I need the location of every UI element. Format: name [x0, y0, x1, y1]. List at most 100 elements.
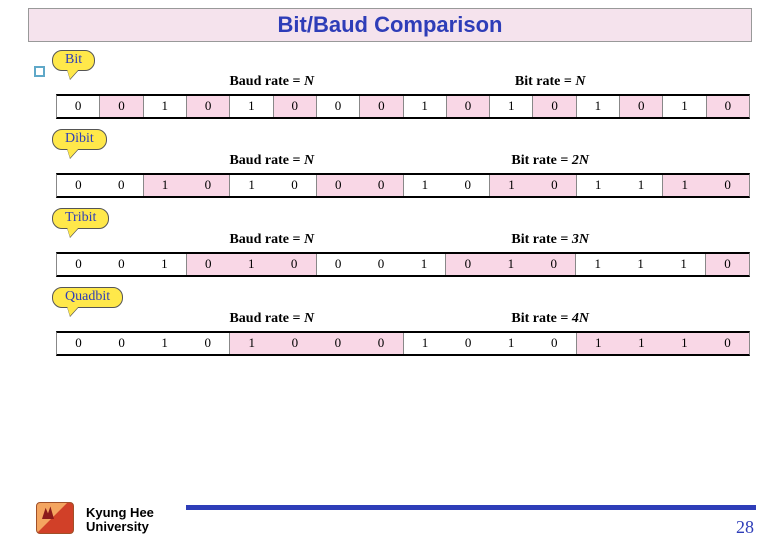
bit-cell: 1 [663, 333, 706, 354]
rates-row: Baud rate = NBit rate = 4N [56, 311, 752, 327]
bit-group: 0 [619, 96, 662, 117]
bit-rate-label: Bit rate = 4N [418, 311, 682, 327]
bit-cell: 0 [359, 333, 402, 354]
bit-rate-label: Bit rate = N [418, 74, 682, 90]
bit-cell: 0 [57, 175, 100, 196]
bit-cell: 0 [273, 175, 316, 196]
bit-cell: 0 [360, 96, 402, 117]
bit-group: 0010 [57, 333, 229, 354]
section-dibit: DibitBaud rate = NBit rate = 2N001010001… [56, 129, 752, 198]
bit-cell: 0 [533, 96, 575, 117]
bit-cell: 0 [100, 254, 143, 275]
bit-cell: 0 [707, 96, 749, 117]
bit-cell: 1 [489, 254, 532, 275]
callout-tail-icon [67, 69, 79, 79]
callout-label: Tribit [52, 208, 109, 229]
bullet-icon [34, 66, 45, 77]
bit-cell: 1 [577, 96, 619, 117]
title-bar: Bit/Baud Comparison [28, 8, 752, 42]
bit-group: 111 [575, 254, 705, 275]
bit-cell: 1 [620, 333, 663, 354]
section-tribit: TribitBaud rate = NBit rate = 3N00101000… [56, 208, 752, 277]
bit-group: 0 [705, 254, 749, 275]
bit-cell: 1 [576, 254, 619, 275]
bit-group: 010 [445, 254, 575, 275]
bit-cell: 1 [230, 254, 273, 275]
bit-cell: 0 [446, 254, 489, 275]
bit-table: 0010100010101110 [56, 252, 750, 277]
bit-cell: 1 [230, 96, 272, 117]
bit-cell: 0 [706, 175, 749, 196]
bit-cell: 0 [317, 175, 360, 196]
page-title: Bit/Baud Comparison [278, 12, 503, 37]
bit-cell: 1 [577, 333, 620, 354]
bit-group: 1010 [403, 333, 576, 354]
baud-rate-label: Baud rate = N [126, 311, 418, 327]
bit-cell: 0 [706, 333, 749, 354]
bit-cell: 0 [533, 333, 576, 354]
bit-cell: 0 [316, 333, 359, 354]
bit-cell: 1 [144, 96, 186, 117]
bit-cell: 1 [404, 96, 446, 117]
rates-row: Baud rate = NBit rate = 3N [56, 232, 752, 248]
bit-cell: 0 [532, 254, 575, 275]
bit-group: 10 [489, 175, 576, 196]
section-quadbit: QuadbitBaud rate = NBit rate = 4N0010100… [56, 287, 752, 356]
bit-group: 1 [229, 96, 272, 117]
bit-group: 00 [57, 175, 143, 196]
bit-cell: 0 [57, 254, 100, 275]
bit-group: 0 [273, 96, 316, 117]
bit-group: 0 [706, 96, 749, 117]
bit-cell: 0 [274, 96, 316, 117]
baud-rate-label: Baud rate = N [126, 232, 418, 248]
bit-cell: 0 [360, 175, 403, 196]
bit-cell: 0 [187, 96, 229, 117]
bit-cell: 1 [577, 175, 620, 196]
baud-rate-label: Baud rate = N [126, 153, 418, 169]
bit-cell: 0 [57, 96, 99, 117]
bit-cell: 1 [490, 96, 532, 117]
bit-group: 0 [446, 96, 489, 117]
callout-label: Quadbit [52, 287, 123, 308]
callout-label: Dibit [52, 129, 107, 150]
sections-container: BitBaud rate = NBit rate = N001010001010… [0, 42, 780, 356]
rates-row: Baud rate = NBit rate = 2N [56, 153, 752, 169]
section-bit: BitBaud rate = NBit rate = N001010001010… [56, 50, 752, 119]
bit-group: 1110 [576, 333, 749, 354]
bit-cell: 0 [187, 254, 230, 275]
bit-group: 0 [186, 96, 229, 117]
bit-cell: 0 [317, 254, 360, 275]
university-logo-icon [36, 502, 74, 534]
bit-cell: 0 [100, 333, 143, 354]
bit-table: 0010100010101110 [56, 331, 750, 356]
bit-group: 001 [57, 254, 186, 275]
callout-tail-icon [67, 227, 79, 237]
bit-cell: 0 [100, 175, 143, 196]
bit-cell: 1 [490, 175, 533, 196]
callout-tail-icon [67, 148, 79, 158]
bit-group: 010 [186, 254, 316, 275]
bit-group: 0 [532, 96, 575, 117]
bit-group: 0 [316, 96, 359, 117]
bit-cell: 0 [57, 333, 100, 354]
bit-cell: 1 [230, 175, 273, 196]
bit-cell: 1 [663, 175, 706, 196]
rates-row: Baud rate = NBit rate = N [56, 74, 752, 90]
bit-cell: 1 [404, 333, 447, 354]
bit-cell: 1 [404, 175, 447, 196]
bit-cell: 0 [446, 175, 489, 196]
bit-cell: 0 [706, 254, 749, 275]
bit-cell: 0 [186, 333, 229, 354]
bit-group: 1 [143, 96, 186, 117]
bit-group: 0 [359, 96, 402, 117]
bit-cell: 1 [619, 254, 662, 275]
bit-cell: 0 [533, 175, 576, 196]
bit-table: 0010100010101110 [56, 173, 750, 198]
bit-cell: 0 [273, 333, 316, 354]
bit-cell: 0 [447, 96, 489, 117]
university-name: Kyung Hee University [86, 506, 154, 534]
bit-group: 0 [99, 96, 142, 117]
bit-group: 001 [316, 254, 446, 275]
bit-group: 10 [662, 175, 749, 196]
bit-table: 0010100010101010 [56, 94, 750, 119]
